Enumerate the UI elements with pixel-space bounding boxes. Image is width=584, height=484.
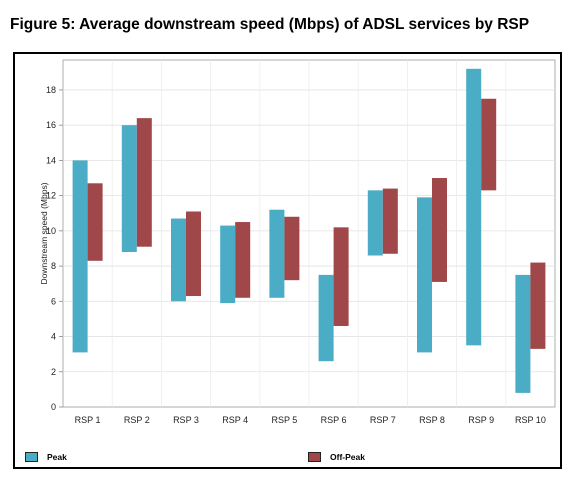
x-tick-label: RSP 3 (173, 415, 199, 425)
bar-peak (121, 125, 137, 252)
x-tick-label: RSP 8 (419, 415, 445, 425)
legend-item-peak: Peak (25, 452, 67, 462)
y-tick-label: 18 (46, 85, 56, 95)
bar-offpeak (136, 118, 152, 247)
bar-offpeak (186, 211, 201, 297)
bar-offpeak (530, 262, 546, 349)
y-tick-label: 10 (46, 226, 56, 236)
legend-label-offpeak: Off-Peak (330, 452, 365, 462)
bar-offpeak (432, 178, 447, 282)
bar-peak (318, 274, 334, 362)
x-tick-label: RSP 2 (124, 415, 150, 425)
bar-peak (72, 160, 88, 353)
y-tick-label: 6 (51, 296, 56, 306)
x-tick-label: RSP 1 (75, 415, 101, 425)
bar-offpeak (382, 188, 398, 254)
legend-swatch-peak (25, 452, 38, 462)
y-tick-label: 14 (46, 155, 56, 165)
y-tick-label: 12 (46, 191, 56, 201)
y-tick-label: 2 (51, 367, 56, 377)
bar-peak (417, 197, 432, 353)
bar-offpeak (87, 183, 103, 261)
bar-peak (220, 225, 236, 304)
bar-peak (171, 218, 186, 302)
y-tick-label: 4 (51, 332, 56, 342)
bar-offpeak (481, 98, 497, 191)
y-tick-label: 8 (51, 261, 56, 271)
figure-title: Figure 5: Average downstream speed (Mbps… (10, 16, 530, 33)
x-tick-label: RSP 10 (515, 415, 546, 425)
bar-peak (466, 68, 482, 346)
x-tick-label: RSP 4 (222, 415, 248, 425)
bar-peak (515, 274, 531, 393)
legend-item-offpeak: Off-Peak (308, 452, 365, 462)
x-tick-label: RSP 7 (370, 415, 396, 425)
y-tick-label: 16 (46, 120, 56, 130)
legend-swatch-offpeak (308, 452, 321, 462)
bar-offpeak (284, 216, 300, 281)
bar-peak (367, 190, 383, 256)
bar-offpeak (235, 222, 251, 298)
legend-label-peak: Peak (47, 452, 67, 462)
y-axis-label: Downstream speed (Mbps) (39, 182, 49, 284)
x-tick-label: RSP 9 (468, 415, 494, 425)
x-tick-label: RSP 5 (271, 415, 297, 425)
bar-peak (269, 209, 285, 298)
bar-offpeak (333, 227, 349, 326)
y-tick-label: 0 (51, 402, 56, 412)
x-tick-label: RSP 6 (321, 415, 347, 425)
